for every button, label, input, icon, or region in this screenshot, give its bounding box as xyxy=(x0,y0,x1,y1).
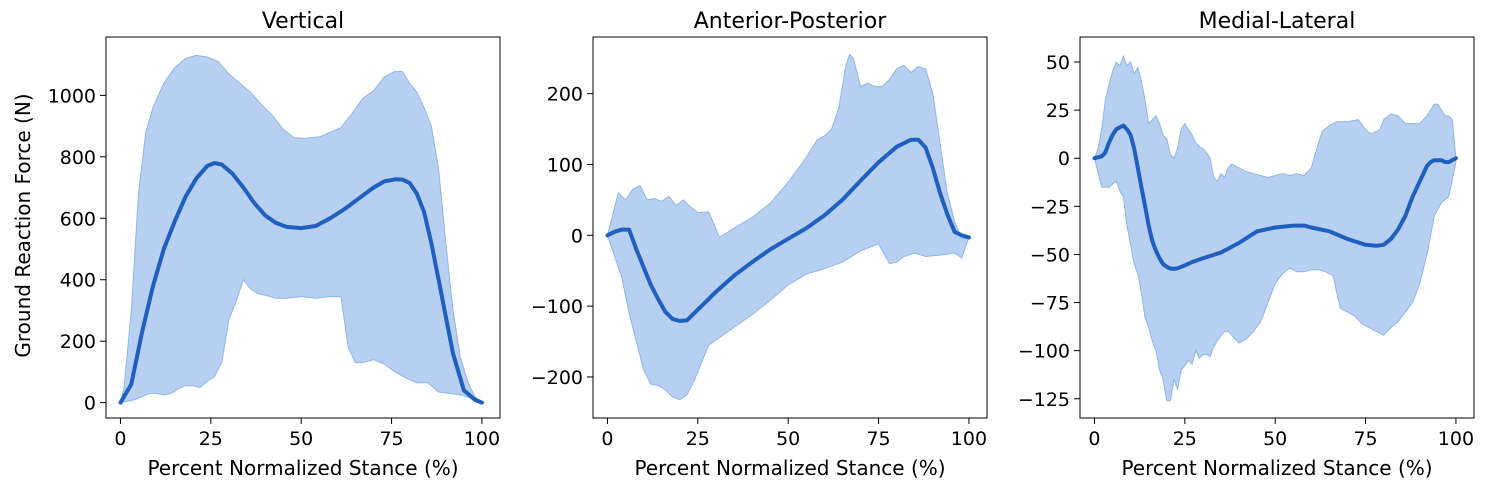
panel-anterior-posterior: 0 25 50 75 100 −200 −100 0 100 200 Anterior-Poster… xyxy=(531,9,988,480)
y-axis-label: Ground Reaction Force (N) xyxy=(11,93,35,357)
x-tick-label: 100 xyxy=(464,428,500,450)
y-tick-label: 1000 xyxy=(48,85,96,107)
y-tick-label: −100 xyxy=(1018,341,1070,363)
y-tick-label: 400 xyxy=(60,270,96,292)
x-axis-label: Percent Normalized Stance (%) xyxy=(1121,456,1432,480)
mean-line xyxy=(118,161,484,405)
chart-title: Anterior-Posterior xyxy=(694,9,888,34)
axes-frame xyxy=(592,36,988,419)
y-tick-label: −100 xyxy=(531,296,583,318)
std-band xyxy=(606,53,970,401)
y-tick-label: 100 xyxy=(547,154,583,176)
y-tick-label: 50 xyxy=(1046,52,1070,74)
x-tick-label: 50 xyxy=(289,428,313,450)
y-tick-label: −125 xyxy=(1018,389,1070,411)
x-tick-label: 50 xyxy=(1263,428,1287,450)
axes-frame xyxy=(1079,36,1475,419)
x-tick-label: 0 xyxy=(114,428,126,450)
x-tick-label: 100 xyxy=(1438,428,1474,450)
x-tick-label: 25 xyxy=(686,428,710,450)
y-tick-label: 25 xyxy=(1046,100,1070,122)
x-tick-label: 25 xyxy=(199,428,223,450)
panel-medial-lateral: 0 25 50 75 100 −125 −100 −75 −50 −25 0 25 50 Medial-L… xyxy=(1018,9,1475,480)
mean-line xyxy=(605,137,971,323)
chart-title: Vertical xyxy=(262,9,344,34)
x-tick-label: 25 xyxy=(1173,428,1197,450)
y-tick-label: −75 xyxy=(1030,293,1070,315)
y-tick-label: 600 xyxy=(60,208,96,230)
x-axis-label: Percent Normalized Stance (%) xyxy=(147,456,458,480)
y-tick-label: −200 xyxy=(531,367,583,389)
y-tick-label: −50 xyxy=(1030,244,1070,266)
y-tick-label: −25 xyxy=(1030,196,1070,218)
y-tick-label: 0 xyxy=(571,225,583,247)
x-tick-label: 0 xyxy=(1088,428,1100,450)
x-tick-label: 50 xyxy=(776,428,800,450)
x-tick-label: 0 xyxy=(601,428,613,450)
y-tick-label: 0 xyxy=(84,393,96,415)
y-tick-label: 200 xyxy=(60,331,96,353)
x-tick-label: 75 xyxy=(1353,428,1377,450)
axes-frame xyxy=(105,36,501,419)
y-tick-label: 800 xyxy=(60,147,96,169)
panel-vertical: 0 25 50 75 10002004006008001000VerticalPerce… xyxy=(11,9,501,480)
mean-line xyxy=(1092,123,1458,271)
x-tick-label: 75 xyxy=(866,428,890,450)
y-tick-label: 0 xyxy=(1058,148,1070,170)
chart-title: Medial-Lateral xyxy=(1199,9,1356,34)
y-tick-label: 200 xyxy=(547,84,583,106)
x-tick-label: 75 xyxy=(379,428,403,450)
x-tick-label: 100 xyxy=(951,428,987,450)
x-axis-label: Percent Normalized Stance (%) xyxy=(634,456,945,480)
